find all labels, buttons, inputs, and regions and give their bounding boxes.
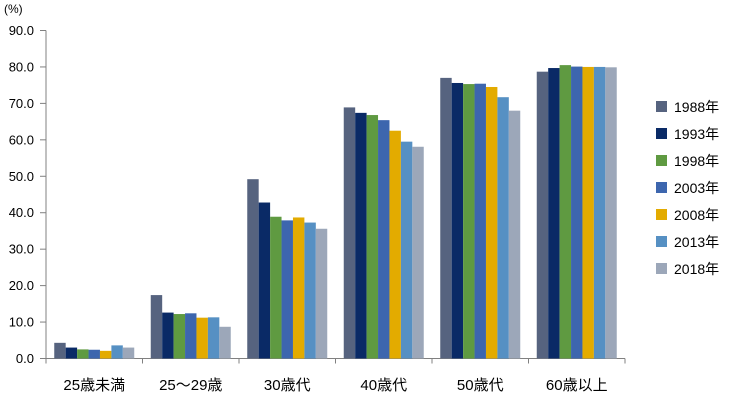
legend-swatch-icon	[656, 155, 667, 166]
y-axis-tick-label: 50.0	[9, 169, 34, 184]
bar-2013年-40歳代	[400, 141, 413, 359]
y-axis-tick-label: 80.0	[9, 59, 34, 74]
legend-label: 2003年	[674, 179, 720, 196]
bar-1998年-50歳代	[463, 84, 475, 359]
bar-1988年-25歳未満	[54, 342, 66, 359]
x-axis-category-label: 40歳代	[360, 377, 407, 394]
bar-2003年-25歳未満	[88, 349, 100, 359]
legend-swatch-icon	[656, 128, 667, 139]
bar-2003年-25〜29歳	[185, 313, 197, 359]
bar-2008年-40歳代	[389, 130, 401, 359]
legend-swatch-icon	[656, 209, 667, 220]
bar-2018年-25〜29歳	[219, 326, 231, 359]
bar-2018年-50歳代	[508, 110, 521, 359]
y-axis-tick-label: 60.0	[9, 132, 34, 147]
bar-2008年-25〜29歳	[196, 317, 208, 359]
bar-1998年-30歳代	[270, 216, 282, 359]
bar-1998年-40歳代	[366, 115, 379, 359]
legend-item-1998年: 1998年	[656, 147, 719, 174]
x-axis-category-label: 25歳未満	[63, 377, 125, 394]
bar-2003年-50歳代	[474, 83, 486, 359]
x-axis-category-label: 30歳代	[264, 377, 311, 394]
legend-label: 2018年	[674, 260, 720, 277]
x-axis-category-label: 50歳代	[457, 377, 504, 394]
x-axis-category-label: 60歳以上	[546, 377, 608, 394]
bar-2013年-25歳未満	[111, 345, 123, 359]
legend-item-2018年: 2018年	[656, 255, 719, 282]
y-axis-tick-label: 70.0	[9, 96, 34, 111]
bar-2013年-25〜29歳	[207, 317, 220, 359]
bar-1998年-60歳以上	[559, 65, 572, 359]
y-axis-tick-label: 10.0	[9, 315, 34, 330]
bar-1993年-30歳代	[258, 202, 271, 359]
x-axis-category-label: 25〜29歳	[159, 377, 222, 394]
bar-1993年-25〜29歳	[162, 312, 174, 359]
bar-1988年-60歳以上	[536, 71, 549, 359]
bar-2013年-60歳以上	[593, 66, 606, 359]
legend-item-2008年: 2008年	[656, 201, 719, 228]
y-axis-tick-label: 20.0	[9, 278, 34, 293]
bar-2018年-40歳代	[412, 146, 424, 359]
bar-2018年-30歳代	[315, 228, 328, 359]
bar-1993年-40歳代	[355, 112, 367, 359]
bar-2013年-50歳代	[497, 97, 509, 359]
legend-swatch-icon	[656, 182, 667, 193]
bar-2003年-30歳代	[281, 220, 293, 359]
bar-2008年-50歳代	[485, 86, 498, 359]
y-axis-tick-label: 0.0	[16, 351, 34, 366]
legend-swatch-icon	[656, 236, 667, 247]
legend-label: 1998年	[674, 152, 720, 169]
legend-item-2013年: 2013年	[656, 228, 719, 255]
legend-label: 2013年	[674, 233, 720, 250]
bar-1988年-25〜29歳	[150, 295, 163, 359]
legend-item-1993年: 1993年	[656, 120, 719, 147]
bar-2008年-30歳代	[292, 217, 305, 359]
y-axis-tick-label: 90.0	[9, 23, 34, 38]
bar-2003年-40歳代	[378, 120, 390, 359]
legend: 1988年 1993年 1998年 2003年 2008年 2013年 2018年	[656, 93, 719, 282]
legend-item-2003年: 2003年	[656, 174, 719, 201]
bar-1988年-40歳代	[343, 107, 356, 359]
bar-1998年-25歳未満	[77, 349, 89, 359]
y-axis-tick-label: 40.0	[9, 205, 34, 220]
bar-1988年-50歳代	[440, 77, 452, 359]
bar-1998年-25〜29歳	[173, 314, 186, 359]
legend-label: 1993年	[674, 125, 720, 142]
bar-2008年-60歳以上	[582, 66, 594, 359]
bar-1993年-25歳未満	[65, 347, 78, 359]
legend-label: 1988年	[674, 98, 720, 115]
legend-item-1988年: 1988年	[656, 93, 719, 120]
legend-swatch-icon	[656, 263, 667, 274]
legend-swatch-icon	[656, 101, 667, 112]
bar-2013年-30歳代	[304, 222, 316, 359]
y-axis-unit-label: (%)	[4, 2, 23, 16]
bar-2018年-25歳未満	[122, 347, 135, 359]
bar-1993年-50歳代	[451, 82, 464, 359]
bar-2008年-25歳未満	[99, 350, 112, 359]
legend-label: 2008年	[674, 206, 720, 223]
bar-1988年-30歳代	[247, 179, 259, 359]
bar-2003年-60歳以上	[571, 66, 583, 359]
bar-1993年-60歳以上	[548, 68, 560, 359]
y-axis-tick-label: 30.0	[9, 242, 34, 257]
bar-2018年-60歳以上	[605, 67, 617, 359]
